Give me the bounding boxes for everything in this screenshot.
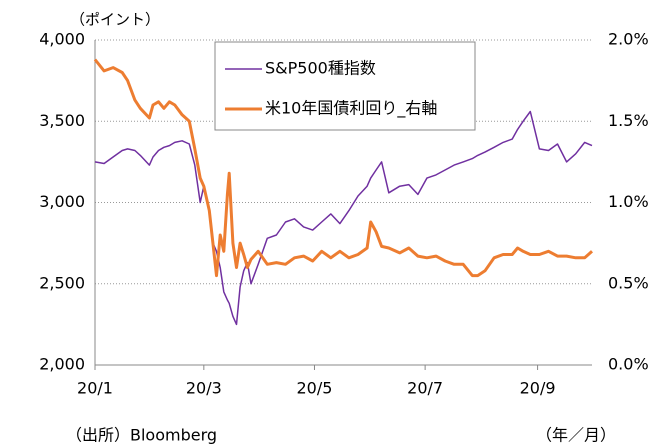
y2-tick-label: 1.5% <box>608 111 649 130</box>
series-line <box>94 110 593 326</box>
x-axis-label: （年／月） <box>536 426 616 445</box>
legend-box <box>214 41 476 131</box>
y-tick-label: 3,000 <box>39 192 85 211</box>
x-tick-label: 20/1 <box>77 379 113 398</box>
source: （出所）Bloomberg <box>66 426 217 445</box>
legend-label: S&P500種指数 <box>265 59 376 78</box>
y2-tick-label: 2.0% <box>608 30 649 49</box>
y2-tick-label: 0.0% <box>608 355 649 374</box>
series-line <box>93 58 593 278</box>
y2-tick-label: 1.0% <box>608 192 649 211</box>
y-axis-label: （ポイント） <box>70 11 160 29</box>
y-tick-label: 2,000 <box>39 355 85 374</box>
x-tick-label: 20/5 <box>297 379 333 398</box>
x-tick-label: 20/9 <box>520 379 556 398</box>
x-tick-label: 20/7 <box>407 379 443 398</box>
y2-tick-label: 0.5% <box>608 273 649 292</box>
y-tick-label: 4,000 <box>39 30 85 49</box>
x-tick-label: 20/3 <box>186 379 222 398</box>
legend-label: 米10年国債利回り_右軸 <box>265 99 437 119</box>
y-tick-label: 3,500 <box>39 111 85 130</box>
y-tick-label: 2,500 <box>39 273 85 292</box>
